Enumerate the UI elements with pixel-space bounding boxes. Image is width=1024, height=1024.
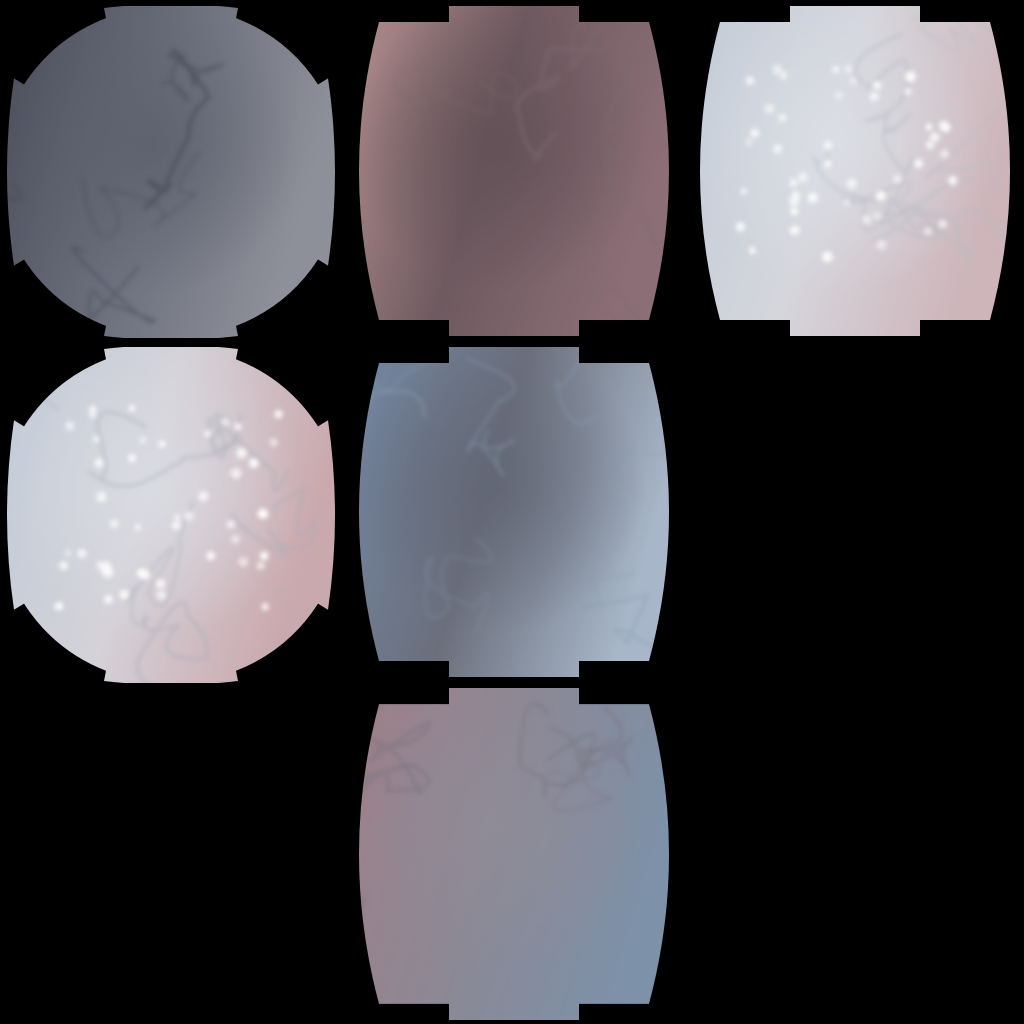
face-mm-graphic	[359, 347, 669, 677]
texture-face-pale-sparkle	[690, 6, 1020, 336]
texture-face-pale-sparkle-round	[6, 347, 336, 683]
face-tl-graphic	[7, 6, 335, 338]
texture-face-rose-blue	[349, 688, 679, 1020]
face-ml-graphic	[7, 347, 335, 683]
texture-face-blue-gray	[349, 347, 679, 677]
texture-face-mauve	[349, 6, 679, 336]
face-tm-graphic	[359, 6, 669, 336]
face-tr-graphic	[700, 6, 1010, 336]
texture-face-dark-gray	[6, 6, 336, 338]
face-bm-graphic	[359, 688, 669, 1020]
